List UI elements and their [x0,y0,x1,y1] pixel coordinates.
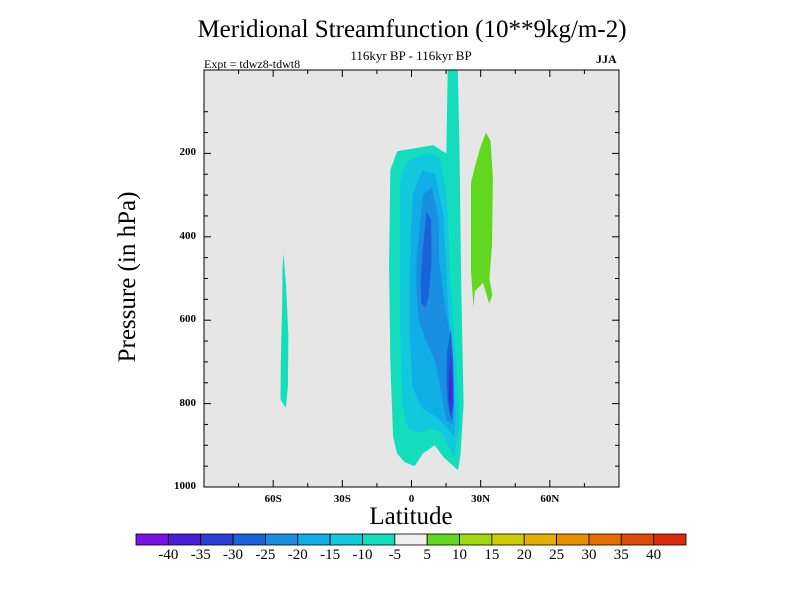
season-label: JJA [596,52,617,66]
contour-regions [280,70,493,471]
colorbar-box [491,533,525,546]
colorbar-box [588,533,622,546]
colorbar-box [523,533,557,546]
colorbar-box [653,533,687,546]
x-axis-label: Latitude [369,503,453,530]
colorbar-box [426,533,460,546]
colorbar-box [265,533,299,546]
contour-region-tropical-level-27 [420,211,432,308]
colorbar-box [200,533,234,546]
contour-region-lower-core-37 [449,374,452,404]
colorbar [135,533,687,546]
colorbar-box [459,533,493,546]
colorbar-box [394,533,428,546]
chart-title: Meridional Streamfunction (10**9kg/m-2) [197,16,627,43]
colorbar-box [167,533,202,546]
experiment-label: Expt = tdwz8-tdwt8 [204,57,301,71]
colorbar-box [362,533,396,546]
colorbar-box [620,533,655,546]
colorbar-box [556,533,590,546]
contour-region-nh-positive-cell [471,132,493,308]
colorbar-box [232,533,266,546]
axis-ticks [204,70,619,488]
colorbar-box [297,533,331,546]
colorbar-box [329,533,363,546]
contour-region-sh-cell [280,253,289,408]
chart-subtitle: 116kyr BP - 116kyr BP [350,48,472,63]
colorbar-box [135,533,169,546]
